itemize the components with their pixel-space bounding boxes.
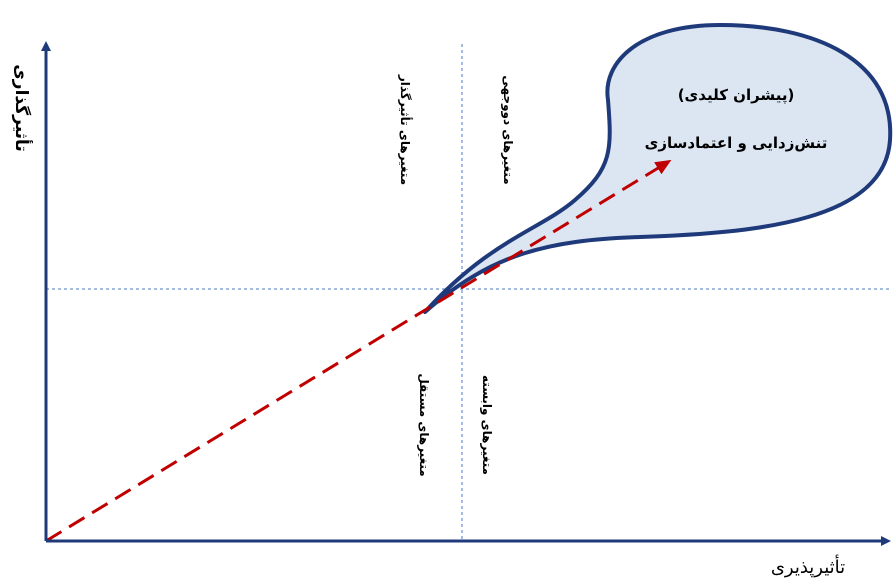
quadrant-label-bottom-left: متغیرهای مستقل xyxy=(417,373,431,476)
trend-arrow xyxy=(45,159,672,543)
key-driver-title: (پیشران کلیدی) xyxy=(678,86,795,105)
key-driver-name: تنش‌زدایی و اعتمادسازی xyxy=(645,134,828,152)
quadrant-label-bottom-right: متغیرهای وابسته xyxy=(479,375,494,475)
y-axis-label: تأثیرگذاری xyxy=(11,64,33,152)
quadrant-label-top-left: متغیرهای تأثیرگذار xyxy=(398,74,413,185)
quadrant-label-top-right: متغیرهای دووجهی xyxy=(500,75,515,184)
x-axis-label: تأثیرپذیری xyxy=(771,554,845,578)
